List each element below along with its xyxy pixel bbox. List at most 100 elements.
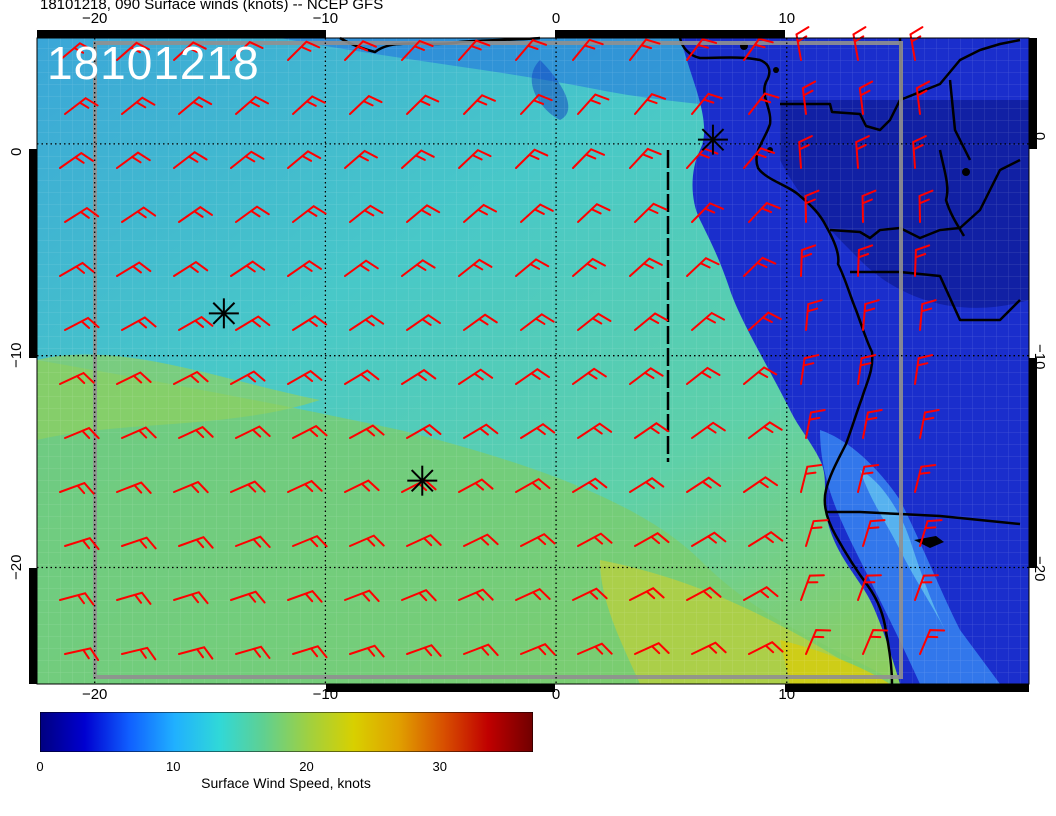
wind-barb: [572, 367, 607, 385]
wind-barb: [520, 643, 556, 656]
wind-barb: [349, 204, 384, 223]
wind-barb: [691, 531, 727, 547]
wind-barb: [805, 519, 829, 547]
lat-tick-label-left: −10: [8, 342, 25, 368]
wind-barb: [629, 147, 662, 169]
markers: [208, 124, 728, 496]
wind-barb: [629, 477, 665, 493]
wind-barb: [235, 535, 271, 548]
colorbar: [40, 712, 533, 752]
wind-barb: [798, 135, 813, 169]
wind-barb: [862, 629, 889, 655]
wind-barb: [572, 477, 608, 493]
wind-barb: [919, 408, 940, 439]
wind-barb: [852, 26, 867, 61]
lon-tick-label-top: −10: [312, 10, 339, 27]
wind-barb: [178, 315, 214, 331]
wind-barb: [577, 93, 610, 115]
wind-barb: [64, 647, 100, 662]
wind-barb: [287, 369, 323, 385]
wind-barb: [292, 534, 328, 548]
wind-barb: [173, 480, 209, 494]
wind-barb: [121, 96, 156, 115]
wind-barb: [458, 478, 494, 493]
wind-barb: [230, 370, 266, 385]
wind-barb: [458, 258, 493, 277]
wind-barb: [463, 643, 499, 657]
asterisk-marker: [697, 124, 728, 155]
wind-barb: [116, 41, 150, 61]
asterisk-marker: [208, 298, 239, 329]
wind-barb: [914, 464, 937, 493]
wind-barb: [748, 92, 780, 115]
wind-barb: [59, 261, 95, 277]
wind-barb: [463, 94, 496, 115]
wind-barb: [855, 135, 870, 169]
wind-barb: [515, 258, 550, 277]
wind-barb: [178, 205, 213, 223]
wind-barb: [800, 574, 825, 601]
wind-barb: [515, 148, 549, 169]
lat-tick-label-left: 0: [8, 147, 25, 156]
wind-barb: [748, 201, 781, 223]
wind-barb: [287, 590, 323, 603]
wind-barb: [458, 588, 494, 601]
colorbar-tick-label: 10: [166, 759, 181, 774]
wind-barb: [805, 629, 832, 655]
wind-barb: [857, 574, 882, 601]
wind-barb: [572, 148, 606, 169]
wind-barb: [805, 299, 823, 331]
wind-barb: [59, 592, 95, 606]
wind-barb: [520, 93, 553, 115]
wind-barb: [173, 260, 209, 277]
wind-barb: [515, 39, 548, 61]
frame-ticks: [29, 30, 1037, 692]
lon-tick-label-bottom: 0: [551, 686, 561, 703]
wind-barb: [634, 531, 670, 547]
wind-barb: [344, 479, 380, 493]
wind-barb: [862, 299, 880, 331]
wind-barb: [748, 311, 782, 331]
asterisk-marker: [407, 465, 438, 496]
wind-barb: [572, 257, 607, 277]
wind-barb: [292, 424, 328, 439]
wind-barb: [743, 37, 774, 61]
wind-barb: [235, 645, 271, 659]
wind-barb: [577, 532, 613, 547]
wind-barb: [235, 315, 271, 331]
wind-barb: [918, 189, 934, 223]
wind-barb: [406, 204, 441, 223]
wind-barb: [743, 147, 776, 169]
wind-barb: [401, 588, 437, 602]
lat-tick-label-right: −10: [1031, 343, 1048, 370]
wind-barb: [795, 26, 810, 61]
wind-barb: [800, 244, 817, 277]
wind-barb: [634, 202, 668, 223]
wind-barb: [800, 464, 823, 493]
wind-barb: [287, 259, 322, 277]
wind-barb: [463, 533, 499, 547]
wind-barb: [804, 189, 820, 223]
wind-barb: [173, 370, 209, 385]
wind-barb: [743, 366, 778, 385]
wind-barb: [178, 425, 214, 439]
wind-barb: [629, 586, 665, 601]
wind-barb: [178, 535, 214, 549]
wind-barb: [64, 96, 99, 115]
wind-barb: [458, 368, 494, 385]
wind-barb: [406, 94, 440, 115]
lon-tick-label-bottom: 10: [778, 686, 796, 703]
wind-barb: [857, 354, 877, 385]
wind-barb: [406, 313, 441, 331]
lon-tick-label-top: 10: [778, 10, 796, 27]
wind-barb: [463, 203, 498, 223]
wind-barb: [401, 259, 436, 277]
wind-barb: [743, 586, 779, 601]
wind-barb: [743, 476, 779, 493]
wind-barb: [235, 425, 271, 439]
wind-barb: [572, 38, 604, 61]
wind-barb: [121, 316, 157, 331]
wind-barb: [401, 149, 435, 169]
wind-barb: [116, 591, 152, 605]
wind-barb: [344, 589, 380, 603]
